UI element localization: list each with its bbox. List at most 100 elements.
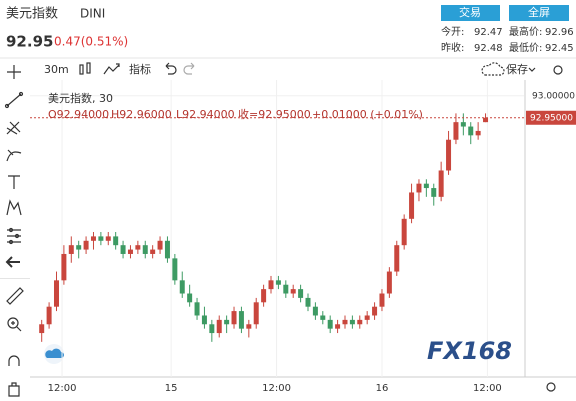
interval[interactable]: 30m <box>44 63 69 76</box>
candle-body <box>423 183 429 189</box>
candle-body <box>283 284 289 294</box>
candle-body <box>290 289 296 294</box>
trade-label[interactable]: 交易 <box>459 5 481 19</box>
candle-body <box>135 245 141 250</box>
stat-label: 昨收: <box>441 41 464 54</box>
candle-body <box>253 302 259 325</box>
candle-body <box>46 306 52 325</box>
candle-body <box>312 306 318 316</box>
candle-body <box>475 130 481 136</box>
watermark: FX168 <box>427 337 512 365</box>
candle-body <box>105 236 111 241</box>
candle-body <box>120 245 126 254</box>
stat-label: 最低价: <box>509 41 542 54</box>
candle-body <box>401 218 407 246</box>
y-tick-label: 93.00000 <box>532 91 575 101</box>
candle-body <box>216 319 222 334</box>
candle-body <box>68 245 74 254</box>
indicators[interactable]: 指标 <box>129 62 151 76</box>
candle-body <box>320 315 326 320</box>
candle-body <box>261 289 267 303</box>
undo[interactable] <box>165 62 177 75</box>
x-tick-label: 16 <box>376 383 389 394</box>
axis-settings[interactable] <box>546 382 556 392</box>
candle-body <box>53 280 59 307</box>
left-tools[interactable] <box>4 65 24 397</box>
candle-body <box>157 240 163 250</box>
price: 92.95 <box>6 33 53 51</box>
candle-body <box>327 319 333 329</box>
trade-button[interactable] <box>441 5 500 21</box>
stat-value: 92.47 <box>474 27 503 38</box>
ohlc-open: O92.94000 <box>48 108 109 121</box>
candle-body <box>246 324 252 329</box>
candle-body <box>142 245 148 254</box>
candle-body <box>431 188 437 197</box>
candle-body <box>83 240 89 250</box>
candle-body <box>179 280 185 294</box>
cloud-icon[interactable] <box>481 62 505 76</box>
fullscreen-button[interactable] <box>509 5 569 21</box>
candle-body <box>364 315 370 320</box>
candle-body <box>150 249 156 254</box>
candle-body <box>298 289 304 298</box>
candle-body <box>268 280 274 290</box>
stat-label: 最高价: <box>509 25 542 38</box>
candle-body <box>201 315 207 325</box>
candle-body <box>238 311 244 329</box>
candle-body <box>386 271 392 294</box>
save-menu[interactable] <box>528 67 536 72</box>
save[interactable]: 保存 <box>506 62 528 76</box>
ohlc-change: +0.01000 (+0.01%) <box>312 108 423 121</box>
redo[interactable] <box>183 62 195 75</box>
candle-body <box>460 122 466 127</box>
fullscreen-label[interactable]: 全屏 <box>528 5 550 19</box>
candle-body <box>305 297 311 307</box>
candle-body <box>98 236 104 241</box>
settings[interactable] <box>553 65 563 75</box>
stat-value: 92.45 <box>545 43 574 54</box>
candle-body <box>483 117 489 123</box>
candle-body <box>438 170 444 197</box>
last-price-tag <box>526 110 576 125</box>
candle-body <box>127 249 133 254</box>
candle-body <box>349 319 355 325</box>
candle-body <box>379 293 385 307</box>
candle-body <box>90 236 96 241</box>
instrument-name: 美元指数 <box>6 7 58 22</box>
candle-body <box>275 280 281 285</box>
candle-body <box>209 324 215 334</box>
tool-separator <box>0 278 30 279</box>
x-tick-label: 15 <box>165 383 178 394</box>
candle-body <box>224 319 230 325</box>
candle-body <box>409 192 415 219</box>
stat-value: 92.48 <box>474 43 503 54</box>
stat-value: 92.96 <box>545 27 574 38</box>
ohlc-low: L92.94000 <box>176 108 235 121</box>
change: 0.47(0.51%) <box>54 35 128 49</box>
cloud-badge-icon[interactable] <box>45 348 64 358</box>
candle-body <box>187 293 193 303</box>
ohlc-close: 收=92.95000 <box>238 107 311 121</box>
candle-body <box>76 245 82 250</box>
plot <box>30 80 524 377</box>
candle-body <box>335 324 341 329</box>
candle-body <box>194 302 200 316</box>
candle-body <box>39 324 45 334</box>
candle-body <box>372 306 378 316</box>
candle-body <box>416 183 422 193</box>
candle-body <box>357 319 363 325</box>
x-tick-label: 12:00 <box>262 383 291 394</box>
candle-body <box>342 319 348 325</box>
candle-body <box>164 240 170 259</box>
chart-type-icon[interactable] <box>79 62 91 75</box>
candle-body <box>172 258 178 281</box>
indicator-icon[interactable] <box>103 63 120 75</box>
candle-body <box>468 126 474 136</box>
last-price-label: 92.95000 <box>530 113 573 123</box>
stat-label: 今开: <box>441 25 464 38</box>
candle-body <box>453 122 459 140</box>
x-tick-label: 12:00 <box>473 383 502 394</box>
